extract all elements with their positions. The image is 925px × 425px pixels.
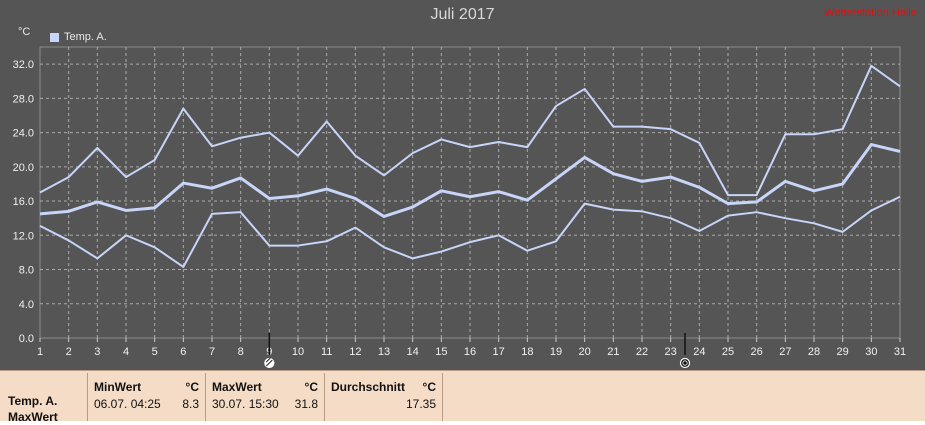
y-tick-label: 0.0 (19, 333, 34, 345)
x-tick-label: 19 (550, 346, 562, 358)
stats-row-labels: Temp. A. MaxWert (8, 393, 58, 425)
x-tick-label: 5 (152, 346, 158, 358)
x-tick-label: 25 (722, 346, 734, 358)
average-box: Durchschnitt °C 17.35 (324, 373, 443, 421)
y-tick-label: 8.0 (19, 265, 34, 277)
moon-hatch (265, 359, 273, 367)
x-tick-label: 18 (521, 346, 533, 358)
max-header: MaxWert (212, 380, 262, 394)
y-tick-label: 24.0 (13, 128, 34, 140)
x-tick-label: 17 (493, 346, 505, 358)
x-tick-label: 11 (321, 346, 332, 358)
x-tick-label: 23 (665, 346, 677, 358)
min-value: 8.3 (182, 397, 199, 411)
x-tick-label: 20 (579, 346, 591, 358)
y-tick-label: 20.0 (13, 162, 34, 174)
x-tick-label: 27 (779, 346, 791, 358)
x-tick-label: 22 (636, 346, 648, 358)
x-tick-label: 26 (751, 346, 763, 358)
min-header: MinWert (94, 380, 142, 394)
x-tick-label: 1 (37, 346, 43, 358)
line-chart: 0.04.08.012.016.020.024.028.032.01 2 3 4 5 6 7… (13, 46, 906, 369)
y-axis-unit: °C (18, 26, 31, 38)
y-tick-label: 28.0 (13, 93, 34, 105)
max-value-box: MaxWert °C 30.07. 15:30 31.8 (205, 373, 325, 421)
stats-row-label: Temp. A. (8, 394, 58, 408)
y-tick-label: 12.0 (13, 230, 34, 242)
min-unit: °C (185, 380, 199, 394)
min-value-box: MinWert °C 06.07. 04:25 8.3 (87, 373, 206, 421)
x-tick-label: 31 (894, 346, 906, 358)
series-line-max (39, 64, 901, 197)
x-tick-label: 29 (837, 346, 849, 358)
x-tick-label: 14 (407, 346, 419, 358)
avg-value: 17.35 (405, 397, 436, 411)
x-tick-label: 7 (209, 346, 215, 358)
avg-header: Durchschnitt (331, 380, 406, 394)
x-tick-label: 13 (378, 346, 390, 358)
x-tick-label: 24 (693, 346, 705, 358)
x-tick-label: 6 (180, 346, 186, 358)
x-tick-label: 4 (123, 346, 129, 358)
chart-panel: 0.0 4.0 8.0 12.0 16.0 20.0 24.0 28.0 32.0 1 2 3 4 5 6 7… (0, 0, 925, 370)
x-tick-label: 2 (66, 346, 72, 358)
max-value: 31.8 (294, 397, 318, 411)
x-tick-label: 28 (808, 346, 820, 358)
moon-inner (682, 360, 688, 366)
avg-unit: °C (422, 380, 436, 394)
moon-hatch (265, 357, 271, 363)
y-tick-label: 4.0 (19, 299, 34, 311)
series-line-min (39, 195, 901, 268)
x-tick-label: 3 (94, 346, 100, 358)
x-tick-label: 8 (238, 346, 244, 358)
y-tick-label: 16.0 (13, 196, 34, 208)
min-date: 06.07. 04:25 (94, 397, 161, 411)
legend-swatch (50, 32, 59, 42)
series-line-avg (39, 143, 901, 218)
y-tick-label: 32.0 (13, 59, 34, 71)
legend: Temp. A. (50, 31, 107, 43)
max-unit: °C (304, 380, 318, 394)
stats-panel: Temp. A. MaxWert MinWert °C 06.07. 04:25… (0, 370, 925, 424)
stats-row-label-2: MaxWert (8, 410, 58, 424)
chart-title: Juli 2017 (430, 6, 495, 23)
x-tick-label: 16 (464, 346, 476, 358)
x-tick-label: 10 (292, 346, 304, 358)
x-tick-label: 30 (865, 346, 877, 358)
x-tick-label: 15 (435, 346, 447, 358)
x-tick-label: 12 (349, 346, 361, 358)
max-date: 30.07. 15:30 (212, 397, 279, 411)
station-label: Wetterstation Heile (824, 7, 917, 19)
legend-label: Temp. A. (64, 31, 107, 43)
x-tick-label: 21 (607, 346, 619, 358)
